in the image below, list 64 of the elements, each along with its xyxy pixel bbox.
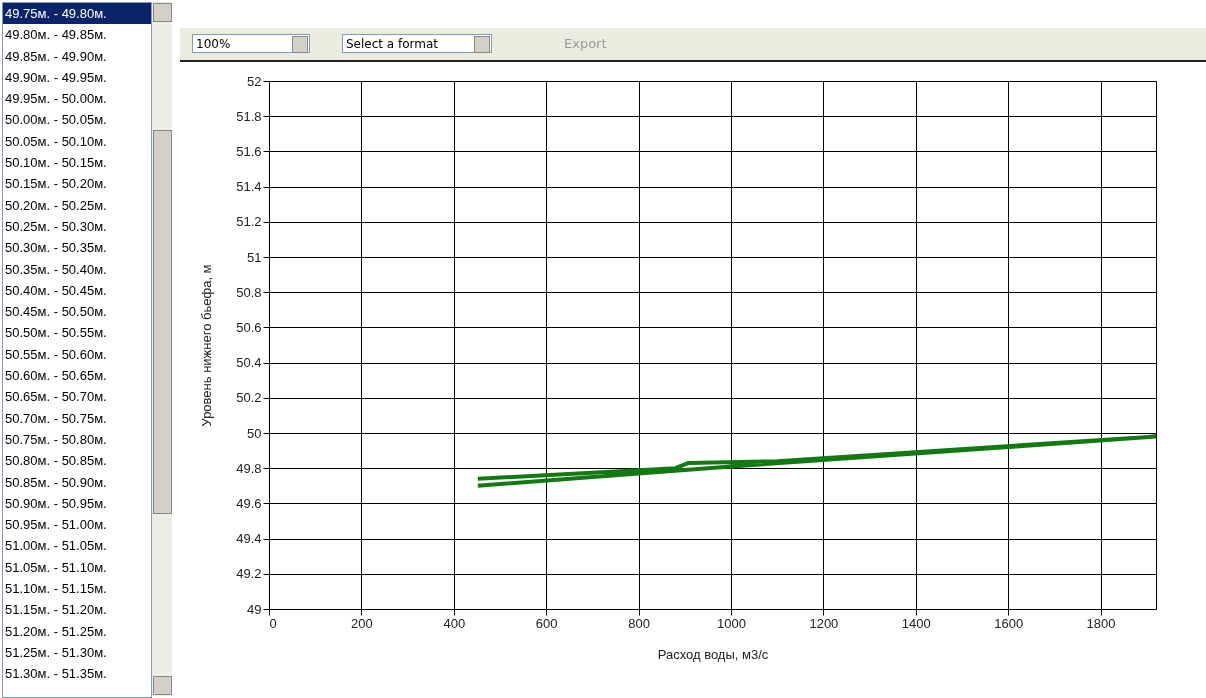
y-tick-label: 51	[247, 249, 262, 265]
text: 50.75м. - 50.80м.	[4, 430, 108, 449]
y-tick-label: 51.6	[236, 143, 262, 159]
text: 50.60м. - 50.65м.	[4, 367, 108, 386]
text: Export	[564, 35, 607, 53]
text: 51.10м. - 51.15м.	[4, 580, 108, 598]
text: 51.25м. - 51.30м.	[4, 643, 108, 662]
x-axis-title: Расход воды, м3/с	[657, 646, 769, 662]
text: 49.95м. - 50.00м.	[4, 90, 108, 109]
text: 50.45м. - 50.50м.	[4, 303, 108, 322]
y-tick-label: 49.2	[236, 566, 262, 582]
text: 100%	[196, 37, 231, 51]
text: 50.40м. - 50.45м.	[4, 281, 108, 300]
x-tick-label: 1400	[901, 615, 931, 631]
text: 49.85м. - 49.90м.	[4, 47, 108, 66]
text: 51.30м. - 51.35м.	[4, 665, 108, 684]
text: 49.90м. - 49.95м.	[4, 68, 108, 87]
y-tick-label: 49	[247, 601, 262, 617]
y-tick-label: 51.2	[236, 214, 262, 230]
y-tick-label: 50.2	[236, 390, 262, 406]
text: 50.50м. - 50.55м.	[4, 324, 108, 343]
text: 50.95м. - 51.00м.	[4, 516, 108, 535]
text: 50.65м. - 50.70м.	[4, 388, 108, 407]
text: 50.90м. - 50.95м.	[4, 494, 108, 513]
text: 50.85м. - 50.90м.	[4, 473, 108, 492]
text: 50.20м. - 50.25м.	[4, 196, 108, 215]
text: 49.80м. - 49.85м.	[4, 26, 108, 45]
line-series	[475, 434, 1156, 488]
x-tick-label: 0	[269, 615, 277, 631]
text: 50.35м. - 50.40м.	[4, 260, 108, 279]
x-tick-label: 1800	[1086, 615, 1116, 631]
text: 49.75м. - 49.80м.	[3, 3, 151, 25]
y-tick-label: 51.8	[236, 108, 262, 124]
text: 51.20м. - 51.25м.	[4, 622, 108, 641]
text: 50.25м. - 50.30м.	[4, 217, 108, 236]
x-tick-label: 1600	[994, 615, 1024, 631]
text: 50.80м. - 50.85м.	[4, 452, 108, 471]
x-tick-label: 200	[351, 615, 373, 631]
y-tick-label: 50.4	[236, 355, 262, 371]
y-tick-label: 52	[247, 73, 262, 89]
y-tick-label: 51.4	[236, 179, 262, 195]
text: 50.05м. - 50.10м.	[4, 132, 108, 151]
x-tick-label: 1200	[809, 615, 839, 631]
text: 50.30м. - 50.35м.	[4, 239, 108, 258]
x-tick-label: 1000	[717, 615, 746, 631]
text: 51.00м. - 51.05м.	[4, 537, 108, 556]
x-tick-label: 600	[535, 615, 558, 631]
y-tick-label: 49.8	[236, 460, 262, 476]
y-tick-label: 49.6	[236, 495, 262, 511]
y-tick-label: 50	[247, 425, 262, 441]
x-tick-label: 800	[628, 615, 650, 631]
text: 50.70м. - 50.75м.	[4, 409, 108, 428]
text: 50.00м. - 50.05м.	[4, 111, 108, 130]
text: 51.05м. - 51.10м.	[4, 558, 108, 577]
y-tick-label: 50.6	[236, 319, 262, 335]
y-tick-label: 49.4	[236, 531, 262, 547]
x-tick-label: 400	[443, 615, 466, 631]
text: 51.15м. - 51.20м.	[4, 601, 108, 620]
text: 50.55м. - 50.60м.	[4, 345, 108, 364]
y-tick-label: 50.8	[236, 284, 262, 300]
y-axis-title: Уровень нижнего бьефа, м	[199, 264, 215, 427]
text: 50.15м. - 50.20м.	[4, 175, 108, 194]
text: Select a format	[346, 37, 439, 51]
text: 50.10м. - 50.15м.	[4, 154, 108, 173]
